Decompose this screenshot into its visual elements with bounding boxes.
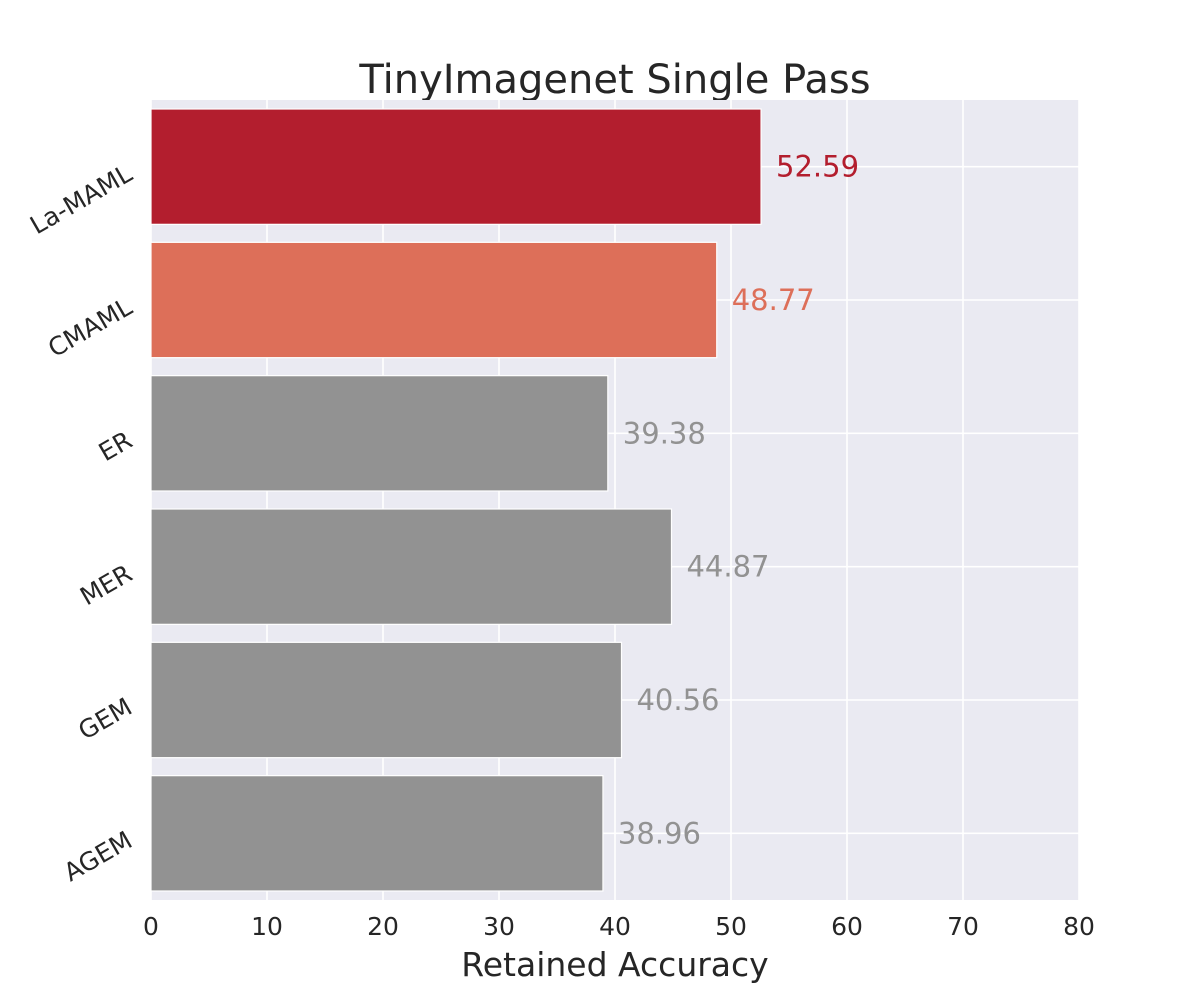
bars: [150, 108, 762, 892]
category-label-1: CMAML: [43, 292, 137, 363]
chart-title: TinyImagenet Single Pass: [358, 57, 870, 103]
category-label-2: ER: [94, 425, 137, 467]
value-labels: 52.59 48.77 39.38 44.87 40.56 38.96: [618, 150, 859, 851]
x-tick-label-0: 0: [143, 912, 159, 941]
category-label-5: AGEM: [59, 825, 137, 887]
category-label-3: MER: [75, 559, 137, 611]
value-label-0: 52.59: [776, 150, 859, 184]
x-tick-label-8: 80: [1063, 912, 1095, 941]
value-label-4: 40.56: [636, 683, 719, 717]
bar-2: [150, 375, 609, 492]
value-label-3: 44.87: [686, 550, 769, 584]
value-label-1: 48.77: [732, 283, 815, 317]
x-tick-label-3: 30: [483, 912, 515, 941]
bar-0: [150, 108, 762, 225]
bar-4: [150, 641, 623, 759]
x-tick-label-6: 60: [831, 912, 863, 941]
x-tick-label-4: 40: [599, 912, 631, 941]
category-label-4: GEM: [73, 692, 137, 745]
category-label-0: La-MAML: [25, 159, 137, 240]
x-axis-label: Retained Accuracy: [461, 945, 768, 984]
x-tick-label-5: 50: [715, 912, 747, 941]
x-axis-ticks: 0 10 20 30 40 50 60 70 80: [143, 912, 1095, 941]
bar-3: [150, 508, 673, 625]
x-tick-label-2: 20: [367, 912, 399, 941]
value-label-5: 38.96: [618, 816, 701, 850]
bar-5: [150, 775, 604, 892]
bar-1: [150, 241, 718, 359]
y-axis-categories: La-MAML CMAML ER MER GEM AGEM: [25, 159, 137, 888]
x-tick-label-7: 70: [947, 912, 979, 941]
x-tick-label-1: 10: [251, 912, 283, 941]
value-label-2: 39.38: [623, 416, 706, 450]
